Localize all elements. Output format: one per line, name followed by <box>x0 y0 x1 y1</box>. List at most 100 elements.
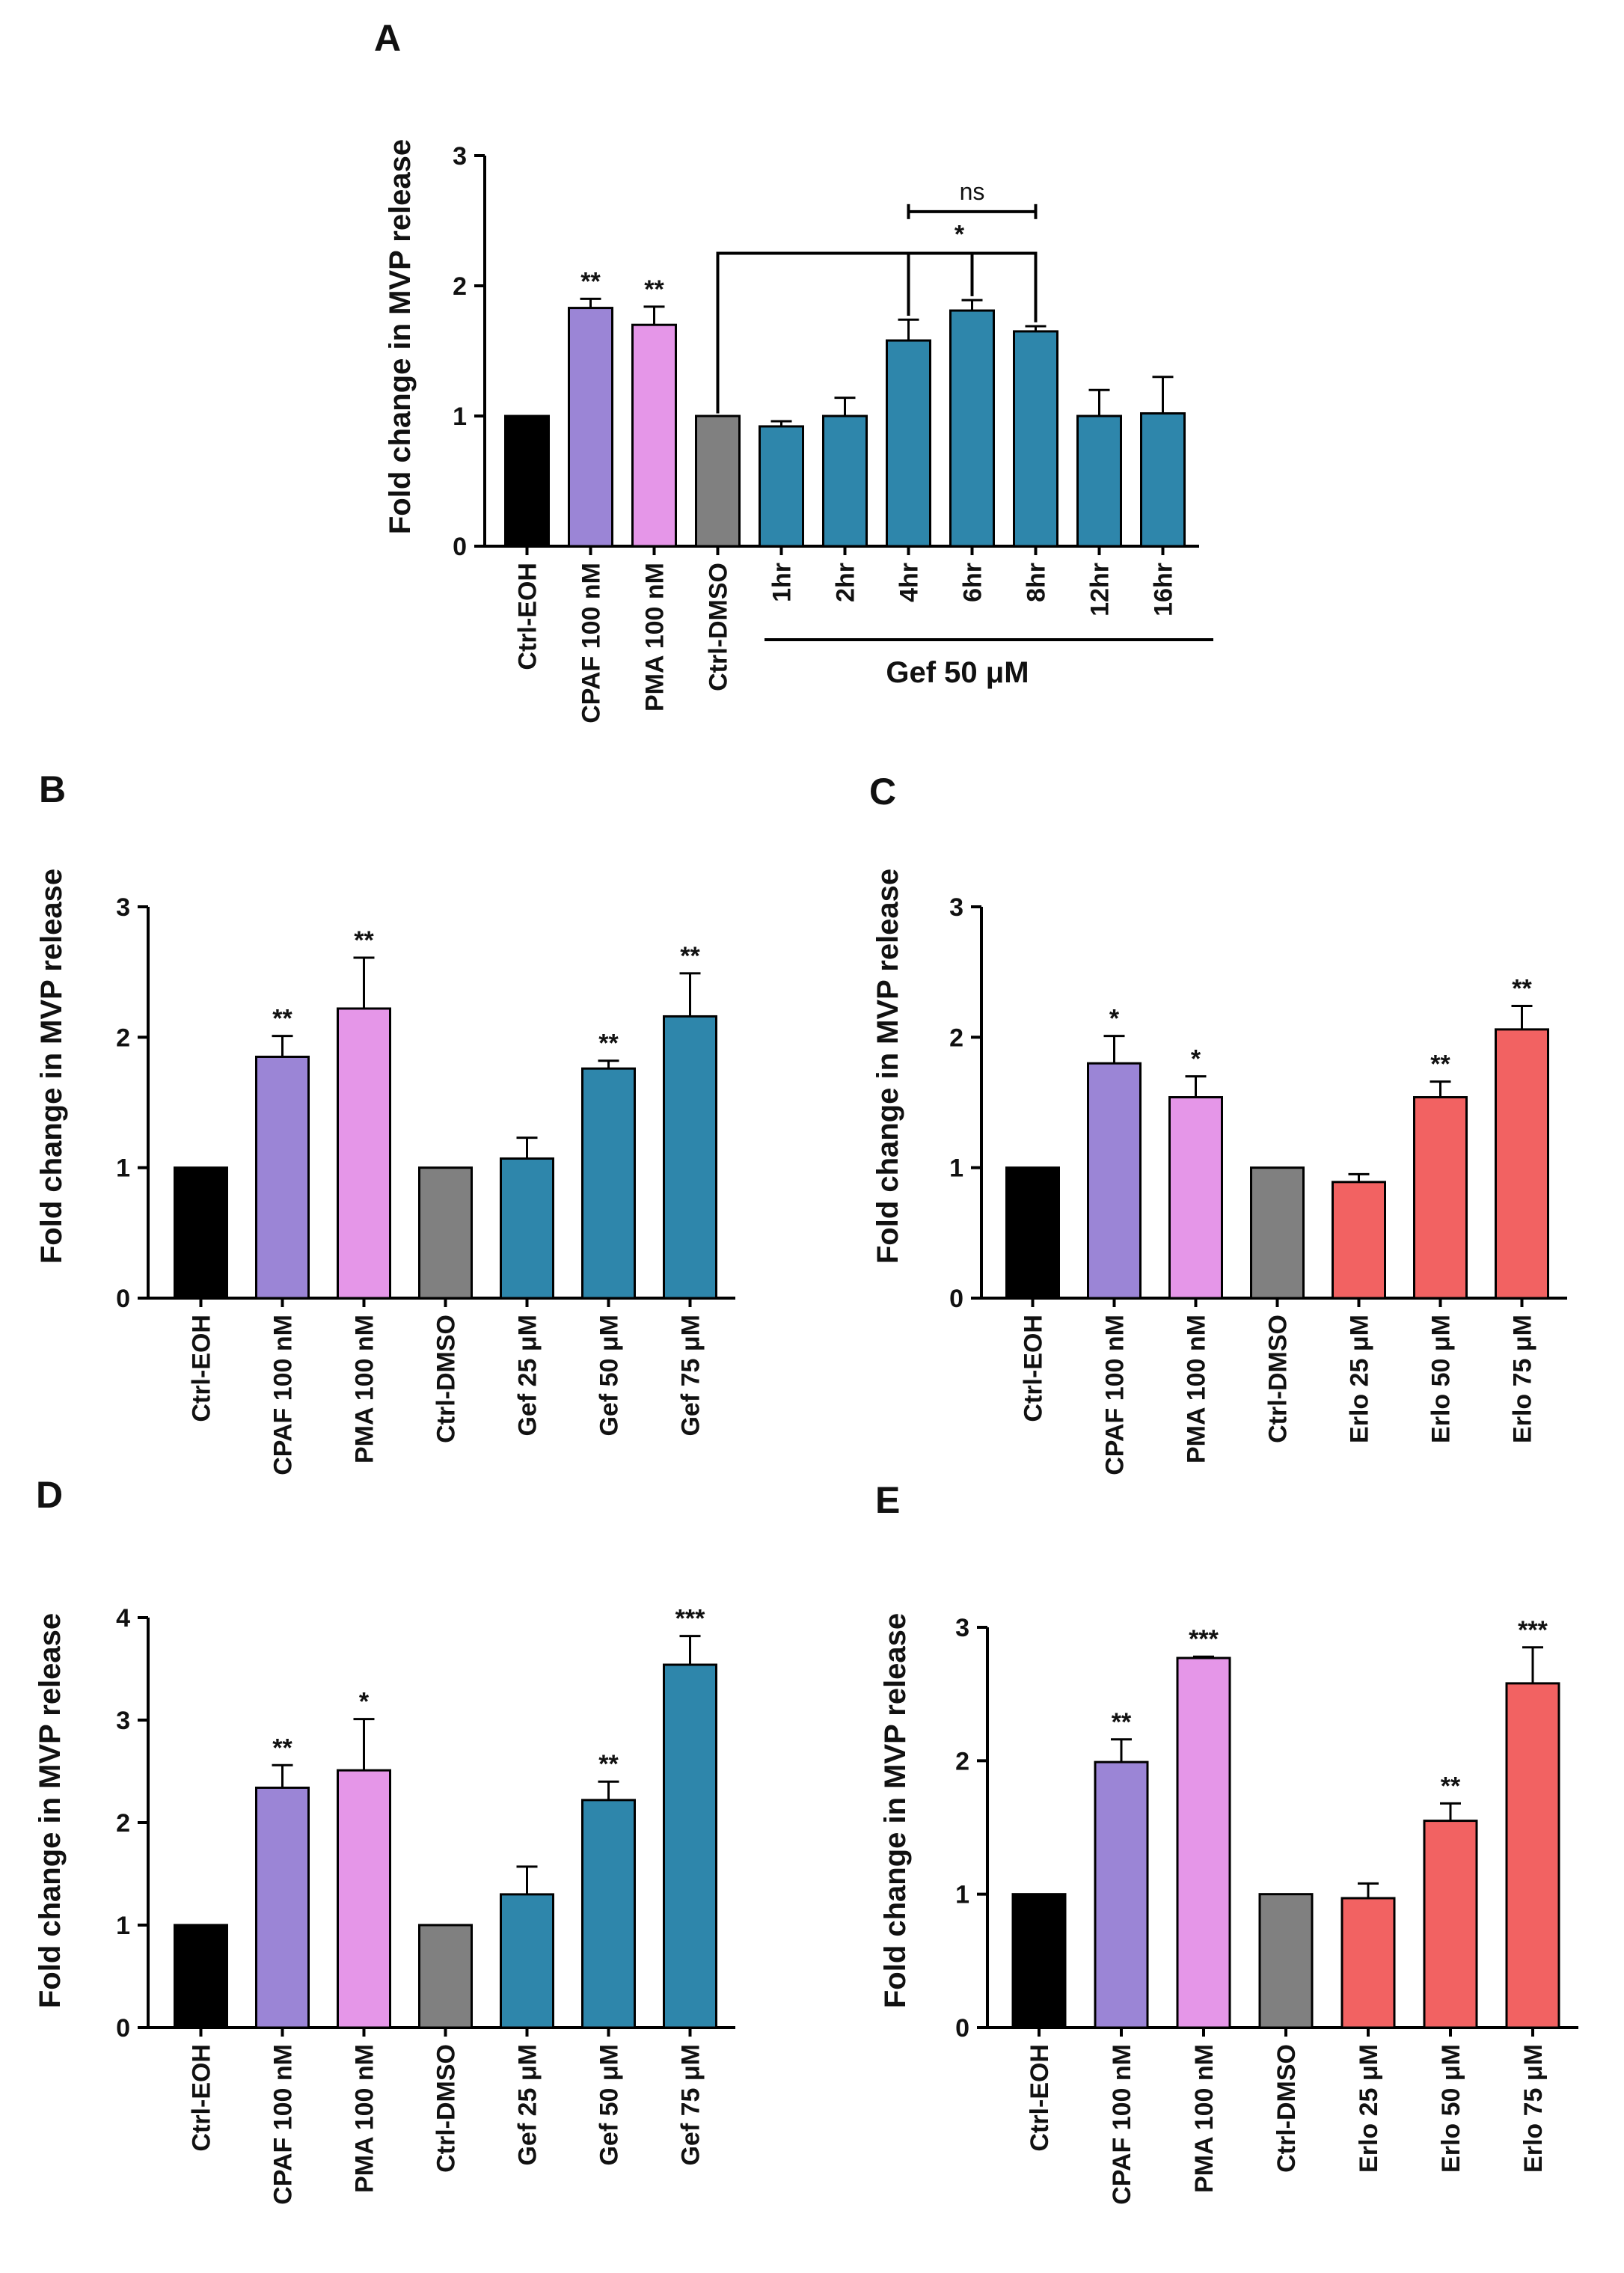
x-tick-label: CPAF 100 nM <box>269 2044 298 2205</box>
bar <box>500 1893 554 2029</box>
bar <box>581 1067 636 1300</box>
bar <box>1413 1096 1468 1300</box>
x-tick-label: Erlo 75 μM <box>1509 1315 1537 1443</box>
comparison-bracket <box>716 251 1038 414</box>
x-tick-label: Gef 50 μM <box>595 1315 624 1437</box>
panel-letter: A <box>374 17 401 59</box>
comparison-significance: * <box>955 221 965 249</box>
bar <box>255 1786 310 2029</box>
bar <box>337 1007 391 1300</box>
bar <box>1076 414 1122 548</box>
y-axis-label: Fold change in MVP release <box>384 139 417 534</box>
y-tick-label: 1 <box>116 1912 130 1940</box>
bar <box>255 1055 310 1300</box>
x-tick-label: Gef 25 μM <box>514 2044 542 2166</box>
bar <box>631 323 677 548</box>
y-tick-label: 1 <box>949 1154 963 1183</box>
x-tick-label: PMA 100 nM <box>351 2044 379 2193</box>
x-tick-label: PMA 100 nM <box>351 1315 379 1463</box>
y-tick-label: 3 <box>949 893 963 922</box>
y-tick-label: 2 <box>453 272 467 301</box>
x-tick-label: CPAF 100 nM <box>1108 2044 1136 2205</box>
x-tick-label: Ctrl-EOH <box>188 1315 216 1422</box>
x-tick-label: Erlo 75 μM <box>1519 2044 1548 2173</box>
y-tick-label: 3 <box>116 893 130 922</box>
significance-label: ** <box>272 1734 292 1762</box>
panel-b: B Fold change in MVP release 0 1 2 3 Ctrl-EOH *… <box>35 768 735 1475</box>
x-tick-label: 1hr <box>768 563 797 602</box>
x-tick-label: CPAF 100 nM <box>269 1315 298 1475</box>
x-tick-label: Ctrl-EOH <box>188 2044 216 2152</box>
x-tick-label: Ctrl-DMSO <box>1272 2044 1301 2173</box>
x-tick-label: 12hr <box>1086 563 1115 617</box>
bar <box>1495 1028 1549 1300</box>
y-tick-label: 0 <box>116 1285 130 1313</box>
bar <box>1168 1096 1223 1300</box>
bar <box>1094 1760 1149 2029</box>
significance-label: ** <box>272 1005 292 1033</box>
bar <box>337 1769 391 2029</box>
bar <box>418 1166 473 1300</box>
x-tick-label: 16hr <box>1150 563 1178 617</box>
x-tick-label: Erlo 50 μM <box>1427 1315 1456 1443</box>
x-tick-label: Ctrl-DMSO <box>1264 1315 1293 1443</box>
y-axis-label: Fold change in MVP release <box>34 1613 67 2008</box>
significance-label: * <box>1191 1045 1201 1074</box>
significance-label: ** <box>598 1030 619 1058</box>
y-tick-label: 4 <box>116 1604 130 1633</box>
panel-d: D Fold change in MVP release 0 1 2 3 4 Ctrl-EOH… <box>34 1474 735 2205</box>
significance-label: ** <box>680 942 700 970</box>
bar <box>663 1663 717 2029</box>
y-tick-label: 0 <box>949 1285 963 1313</box>
bar <box>1013 330 1058 548</box>
x-tick-label: Gef 75 μM <box>677 2044 705 2166</box>
bar <box>174 1924 228 2029</box>
bar <box>1011 1893 1067 2029</box>
y-tick-label: 3 <box>453 142 467 171</box>
significance-label: * <box>1109 1005 1120 1033</box>
panel-letter: B <box>39 768 66 810</box>
bar <box>949 309 995 548</box>
ns-label: ns <box>960 178 985 205</box>
significance-label: ** <box>598 1750 619 1778</box>
bar <box>418 1924 473 2029</box>
bar <box>886 339 931 548</box>
group-label: Gef 50 μM <box>886 656 1029 689</box>
significance-label: *** <box>1518 1616 1548 1645</box>
x-tick-label: Ctrl-EOH <box>1026 2044 1054 2152</box>
x-tick-label: Ctrl-EOH <box>1020 1315 1048 1422</box>
significance-label: ** <box>1441 1772 1461 1800</box>
x-tick-label: PMA 100 nM <box>1183 1315 1211 1463</box>
x-tick-label: Ctrl-EOH <box>514 563 542 670</box>
significance-label: * <box>359 1688 370 1716</box>
x-tick-label: 6hr <box>959 563 987 602</box>
x-tick-label: Gef 75 μM <box>677 1315 705 1437</box>
panel-letter: C <box>869 771 896 813</box>
significance-label: ** <box>1512 974 1532 1003</box>
panel-e: E Fold change in MVP release 0 1 2 3 Ctrl-EOH *… <box>875 1479 1578 2205</box>
significance-label: ** <box>1112 1708 1132 1737</box>
y-tick-label: 0 <box>955 2014 969 2043</box>
panel-letter: E <box>875 1479 900 1521</box>
x-tick-label: Ctrl-DMSO <box>432 1315 461 1443</box>
x-tick-label: Erlo 50 μM <box>1437 2044 1465 2173</box>
x-tick-label: Gef 50 μM <box>595 2044 624 2166</box>
bar <box>1340 1897 1396 2029</box>
significance-label: ** <box>1430 1050 1450 1079</box>
bar <box>695 414 741 548</box>
y-axis-label: Fold change in MVP release <box>879 1613 912 2008</box>
bar <box>500 1157 554 1300</box>
bar <box>759 425 804 548</box>
bar <box>1176 1656 1231 2029</box>
significance-label: ** <box>580 267 601 296</box>
x-tick-label: Ctrl-DMSO <box>432 2044 461 2173</box>
bar <box>1005 1166 1060 1300</box>
y-tick-label: 3 <box>116 1707 130 1735</box>
x-tick-label: 8hr <box>1023 563 1051 602</box>
bar <box>1332 1181 1386 1300</box>
bar <box>1250 1166 1305 1300</box>
x-tick-label: Erlo 25 μM <box>1355 2044 1383 2173</box>
bar <box>581 1799 636 2029</box>
bar <box>504 414 550 548</box>
